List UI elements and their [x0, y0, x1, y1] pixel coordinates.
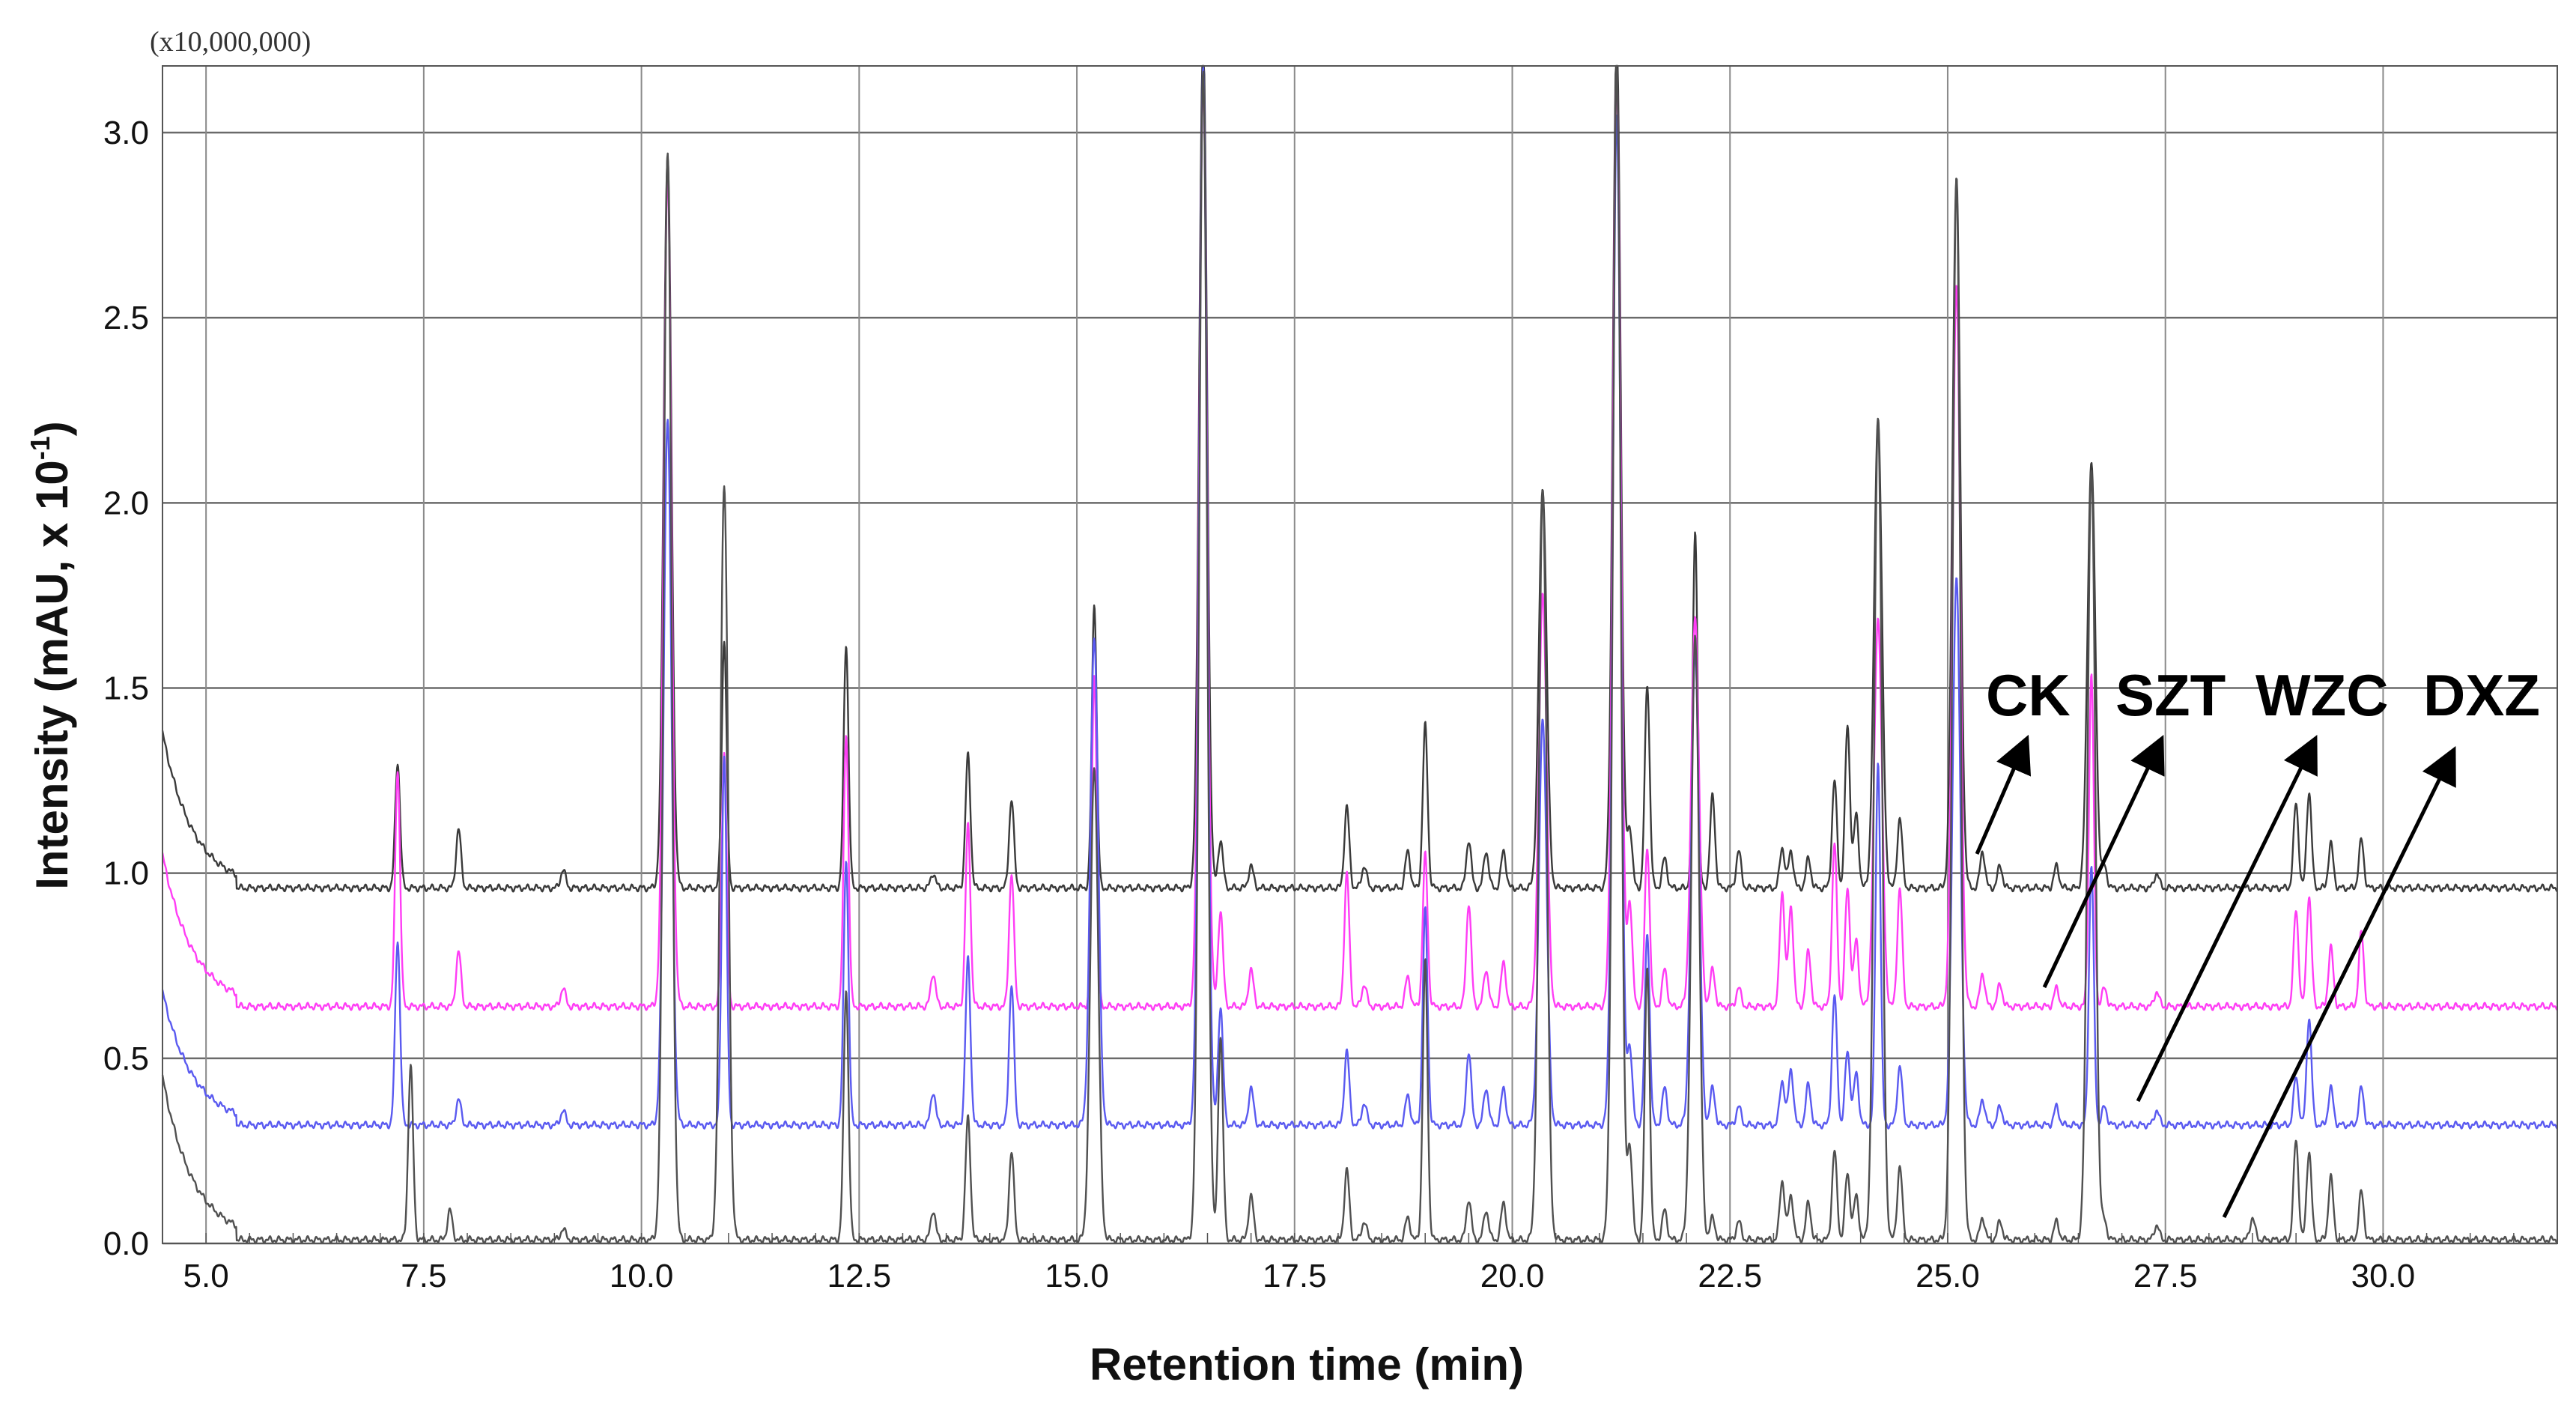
y-tick-label: 2.0: [103, 485, 149, 521]
x-tick-label: 15.0: [1045, 1258, 1109, 1294]
axis-multiplier: (x10,000,000): [150, 26, 311, 58]
x-tick-label: 17.5: [1263, 1258, 1327, 1294]
y-tick-label: 0.5: [103, 1040, 149, 1077]
y-axis-title: Intensity (mAU, x 10-1): [25, 421, 77, 890]
y-tick-label: 2.5: [103, 300, 149, 336]
plot-frame: [162, 65, 2558, 1244]
y-tick-labels: 0.0 0.5 1.0 1.5 2.0 2.5 3.0: [103, 115, 149, 1262]
x-tick-labels: 5.0 7.5 10.0 12.5 15.0 17.5 20.0 22.5 25.0 27.5 30…: [183, 1258, 2416, 1294]
x-tick-label: 5.0: [183, 1258, 229, 1294]
x-tick-label: 7.5: [401, 1258, 446, 1294]
series-ck: [161, 64, 2558, 893]
arrow-ck: [1975, 734, 2032, 855]
x-axis-title: Retention time (min): [1090, 1339, 1524, 1390]
arrow-wzc: [2136, 735, 2318, 1103]
label-ck: CK: [1986, 662, 2071, 728]
arrow-szt: [2042, 734, 2165, 989]
x-tick-label: 20.0: [1480, 1258, 1545, 1294]
y-tick-label: 1.5: [103, 670, 149, 706]
series-dxz: [161, 66, 2558, 1245]
series-lines: [161, 64, 2558, 1245]
label-arrows: [1975, 734, 2456, 1219]
arrow-dxz: [2222, 746, 2456, 1219]
label-szt: SZT: [2115, 662, 2226, 728]
label-wzc: WZC: [2255, 662, 2389, 728]
x-tick-label: 30.0: [2351, 1258, 2416, 1294]
series-wzc: [161, 67, 2558, 1130]
x-tick-label: 27.5: [2133, 1258, 2198, 1294]
grid-lines: [162, 66, 2558, 1245]
x-tick-label: 10.0: [610, 1258, 674, 1294]
y-axis-title-close: ): [27, 421, 77, 436]
x-tick-label: 12.5: [827, 1258, 892, 1294]
x-tick-label: 22.5: [1698, 1258, 1762, 1294]
y-tick-label: 0.0: [103, 1225, 149, 1262]
series-labels: CK SZT WZC DXZ: [1986, 662, 2540, 728]
x-tick-label: 25.0: [1916, 1258, 1980, 1294]
y-axis-title-exponent: -1: [25, 436, 55, 460]
label-dxz: DXZ: [2423, 662, 2540, 728]
y-tick-label: 3.0: [103, 115, 149, 151]
y-tick-label: 1.0: [103, 855, 149, 892]
y-axis-title-main: Intensity (mAU, x 10: [27, 460, 77, 890]
series-szt: [161, 77, 2558, 1011]
